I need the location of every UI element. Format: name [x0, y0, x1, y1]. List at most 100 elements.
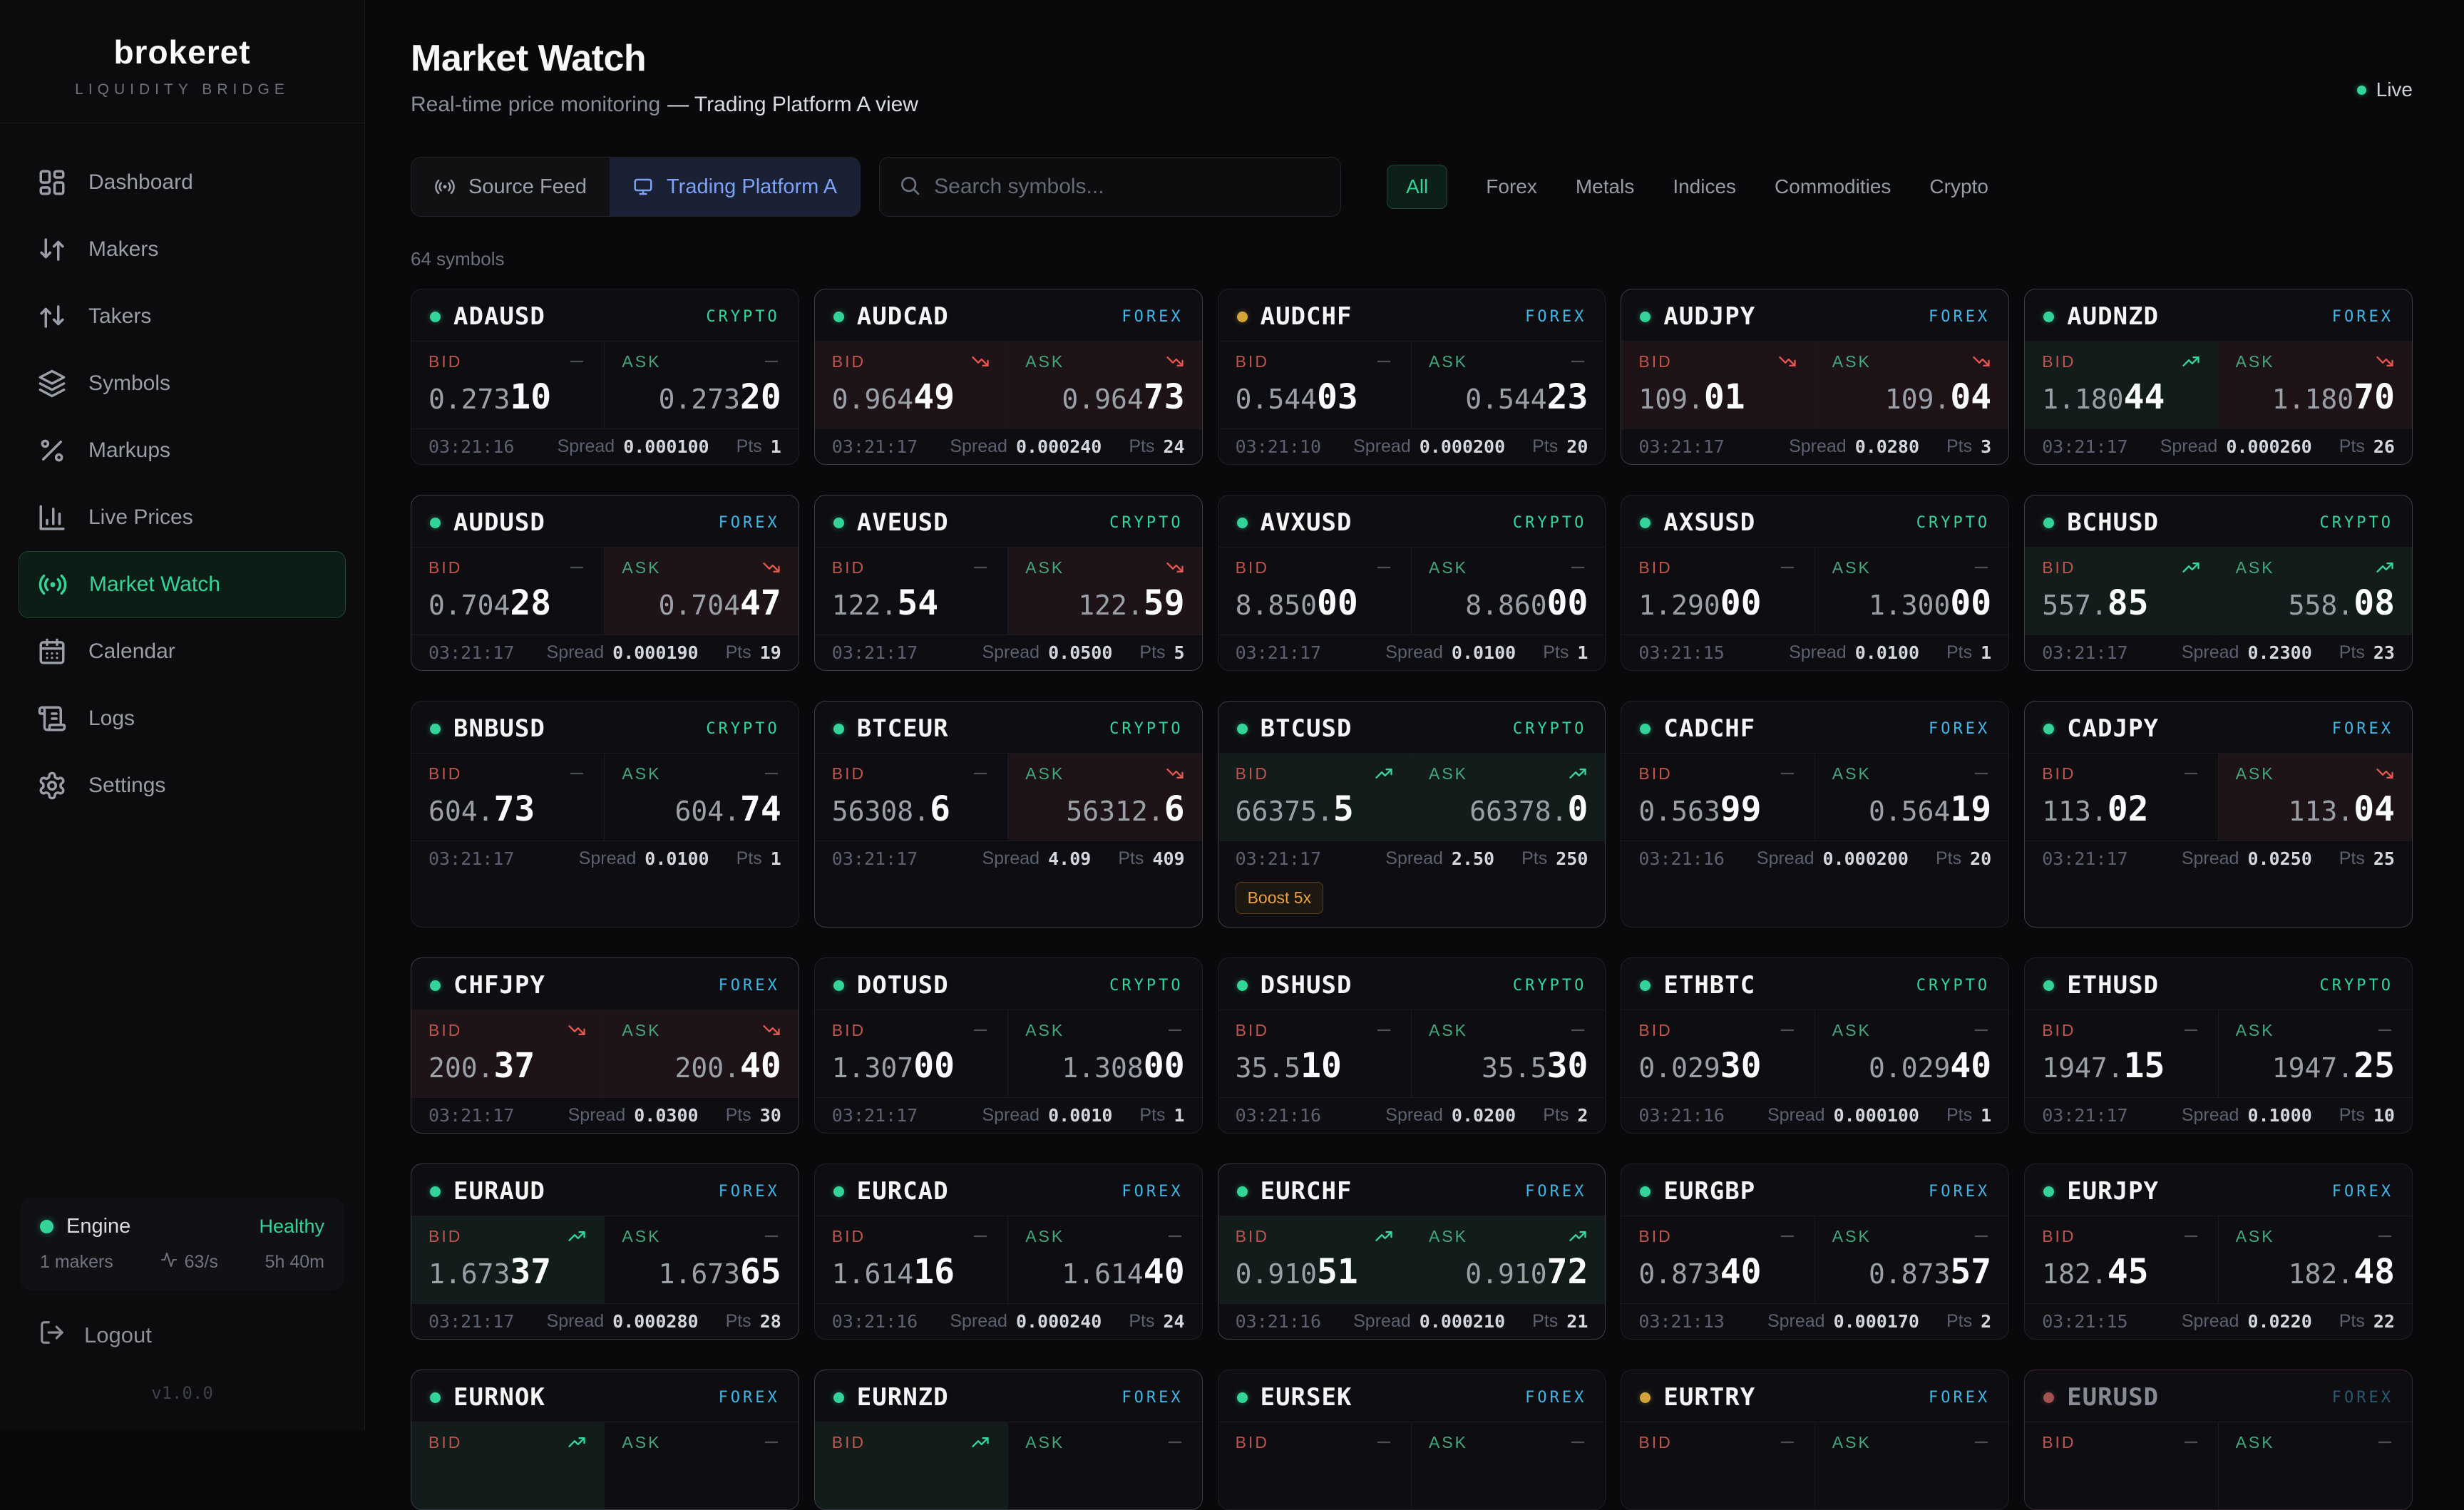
symbol-tile-BNBUSD[interactable]: BNBUSD CRYPTO BID 604.73 ASK 604.74 03:21:17 Sp…	[411, 701, 799, 928]
bid-cell[interactable]: BID 109.01	[1621, 341, 1815, 428]
bid-cell[interactable]: BID 1.61416	[815, 1216, 1009, 1303]
bid-cell[interactable]: BID 557.85	[2025, 548, 2219, 635]
ask-cell[interactable]: ASK	[1008, 1422, 1201, 1509]
symbol-tile-EURJPY[interactable]: EURJPY FOREX BID 182.45 ASK 182.48 03:21:15 Spr…	[2024, 1164, 2413, 1340]
filter-forex[interactable]: Forex	[1486, 175, 1537, 197]
bid-cell[interactable]: BID 1.29000	[1621, 548, 1815, 635]
ask-cell[interactable]: ASK 8.86000	[1412, 548, 1605, 635]
ask-cell[interactable]: ASK 56312.6	[1008, 754, 1202, 841]
ask-cell[interactable]: ASK 558.08	[2218, 548, 2412, 635]
symbol-tile-EURNZD[interactable]: EURNZD FOREX BID ASK	[813, 1370, 1203, 1510]
bid-cell[interactable]: BID 35.510	[1218, 1010, 1412, 1097]
ask-cell[interactable]: ASK	[1412, 1422, 1605, 1509]
ask-cell[interactable]: ASK 0.87357	[1815, 1216, 2008, 1303]
logout-button[interactable]: Logout	[38, 1319, 344, 1352]
ask-cell[interactable]: ASK 113.04	[2218, 754, 2412, 841]
bid-cell[interactable]: BID 0.56399	[1621, 754, 1815, 841]
bid-cell[interactable]: BID 1.67337	[411, 1216, 605, 1303]
sidebar-item-dashboard[interactable]: Dashboard	[19, 149, 346, 216]
symbol-tile-AUDJPY[interactable]: AUDJPY FOREX BID 109.01 ASK 109.04 03:21:17 Spr…	[1621, 289, 2010, 465]
filter-metals[interactable]: Metals	[1575, 175, 1635, 197]
ask-cell[interactable]: ASK 0.56419	[1815, 754, 2008, 841]
symbol-tile-AUDCHF[interactable]: AUDCHF FOREX BID 0.54403 ASK 0.54423 03:21:10 S…	[1217, 289, 1606, 465]
bid-cell[interactable]: BID 1.30700	[815, 1010, 1009, 1097]
symbol-tile-ETHUSD[interactable]: ETHUSD CRYPTO BID 1947.15 ASK 1947.25 03:21:17…	[2024, 957, 2413, 1134]
bid-cell[interactable]: BID 66375.5	[1218, 754, 1412, 841]
symbol-tile-ADAUSD[interactable]: ADAUSD CRYPTO BID 0.27310 ASK 0.27320 03:21:16…	[411, 289, 799, 465]
bid-cell[interactable]: BID	[1218, 1422, 1412, 1509]
ask-cell[interactable]: ASK 0.96473	[1008, 341, 1202, 428]
bid-cell[interactable]: BID	[1621, 1422, 1815, 1509]
search-input[interactable]	[934, 175, 1323, 199]
ask-cell[interactable]: ASK	[2219, 1422, 2412, 1509]
bid-cell[interactable]: BID 182.45	[2025, 1216, 2219, 1303]
symbol-tile-BTCUSD[interactable]: BTCUSD CRYPTO BID 66375.5 ASK 66378.0 03:21:17…	[1217, 701, 1606, 928]
symbol-tile-AVXUSD[interactable]: AVXUSD CRYPTO BID 8.85000 ASK 8.86000 03:21:17…	[1217, 495, 1606, 671]
symbol-tile-AXSUSD[interactable]: AXSUSD CRYPTO BID 1.29000 ASK 1.30000 03:21:15…	[1621, 495, 2010, 671]
bid-cell[interactable]: BID 0.91051	[1218, 1216, 1412, 1303]
symbol-tile-ETHBTC[interactable]: ETHBTC CRYPTO BID 0.02930 ASK 0.02940 03:21:16…	[1621, 957, 2010, 1134]
symbol-tile-EURGBP[interactable]: EURGBP FOREX BID 0.87340 ASK 0.87357 03:21:13 S…	[1621, 1164, 2010, 1340]
bid-cell[interactable]: BID 0.87340	[1621, 1216, 1815, 1303]
bid-cell[interactable]: BID	[411, 1422, 605, 1509]
sidebar-item-logs[interactable]: Logs	[19, 685, 346, 752]
bid-cell[interactable]: BID 1947.15	[2025, 1010, 2219, 1097]
symbol-tile-EURCHF[interactable]: EURCHF FOREX BID 0.91051 ASK 0.91072 03:21:16 S…	[1217, 1164, 1606, 1340]
bid-cell[interactable]: BID 0.27310	[411, 341, 605, 428]
symbol-tile-AUDNZD[interactable]: AUDNZD FOREX BID 1.18044 ASK 1.18070 03:21:17 S…	[2024, 289, 2413, 465]
ask-cell[interactable]: ASK	[605, 1422, 798, 1509]
filter-all[interactable]: All	[1387, 165, 1448, 209]
bid-cell[interactable]: BID	[814, 1422, 1009, 1509]
filter-commodities[interactable]: Commodities	[1775, 175, 1891, 197]
symbol-tile-DSHUSD[interactable]: DSHUSD CRYPTO BID 35.510 ASK 35.530 03:21:16 Sp…	[1217, 957, 1606, 1134]
ask-cell[interactable]: ASK 0.54423	[1412, 341, 1605, 428]
symbol-tile-EURSEK[interactable]: EURSEK FOREX BID ASK	[1217, 1370, 1606, 1510]
symbol-tile-EURAUD[interactable]: EURAUD FOREX BID 1.67337 ASK 1.67365 03:21:17 S…	[411, 1164, 799, 1340]
ask-cell[interactable]: ASK 0.27320	[605, 341, 798, 428]
ask-cell[interactable]: ASK 1.30800	[1008, 1010, 1201, 1097]
filter-crypto[interactable]: Crypto	[1929, 175, 1988, 197]
sidebar-item-makers[interactable]: Makers	[19, 216, 346, 283]
bid-cell[interactable]: BID 0.54403	[1218, 341, 1412, 428]
ask-cell[interactable]: ASK 66378.0	[1411, 754, 1606, 841]
symbol-tile-BTCEUR[interactable]: BTCEUR CRYPTO BID 56308.6 ASK 56312.6 03:21:17…	[813, 701, 1203, 928]
bid-cell[interactable]: BID 0.02930	[1621, 1010, 1815, 1097]
ask-cell[interactable]: ASK 1.18070	[2218, 341, 2412, 428]
sidebar-item-market-watch[interactable]: Market Watch	[19, 551, 346, 618]
sidebar-item-symbols[interactable]: Symbols	[19, 350, 346, 417]
ask-cell[interactable]: ASK	[1815, 1422, 2008, 1509]
symbol-tile-DOTUSD[interactable]: DOTUSD CRYPTO BID 1.30700 ASK 1.30800 03:21:17…	[813, 957, 1203, 1134]
view-toggle-source-feed[interactable]: Source Feed	[411, 158, 610, 216]
sidebar-item-live-prices[interactable]: Live Prices	[19, 484, 346, 551]
view-toggle-trading-platform-a[interactable]: Trading Platform A	[610, 158, 861, 216]
bid-cell[interactable]: BID 8.85000	[1218, 548, 1412, 635]
symbol-tile-CADJPY[interactable]: CADJPY FOREX BID 113.02 ASK 113.04 03:21:17 Spr…	[2024, 701, 2413, 928]
ask-cell[interactable]: ASK 182.48	[2219, 1216, 2412, 1303]
symbol-tile-AUDUSD[interactable]: AUDUSD FOREX BID 0.70428 ASK 0.70447 03:21:17 S…	[411, 495, 799, 671]
ask-cell[interactable]: ASK 0.70447	[605, 548, 799, 635]
sidebar-item-settings[interactable]: Settings	[19, 752, 346, 819]
ask-cell[interactable]: ASK 1.61440	[1008, 1216, 1201, 1303]
ask-cell[interactable]: ASK 109.04	[1814, 341, 2009, 428]
symbol-tile-CHFJPY[interactable]: CHFJPY FOREX BID 200.37 ASK 200.40 03:21:17 Spr…	[411, 957, 799, 1134]
ask-cell[interactable]: ASK 0.91072	[1411, 1216, 1606, 1303]
symbol-tile-EURTRY[interactable]: EURTRY FOREX BID ASK	[1621, 1370, 2010, 1510]
bid-cell[interactable]: BID 113.02	[2025, 754, 2219, 841]
symbol-tile-EURCAD[interactable]: EURCAD FOREX BID 1.61416 ASK 1.61440 03:21:16 S…	[813, 1164, 1203, 1340]
bid-cell[interactable]: BID 0.96449	[814, 341, 1009, 428]
ask-cell[interactable]: ASK 1947.25	[2219, 1010, 2412, 1097]
bid-cell[interactable]: BID 604.73	[411, 754, 605, 841]
symbol-tile-EURUSD[interactable]: EURUSD FOREX BID ASK	[2024, 1370, 2413, 1510]
symbol-tile-EURNOK[interactable]: EURNOK FOREX BID ASK	[411, 1370, 799, 1510]
ask-cell[interactable]: ASK 604.74	[605, 754, 798, 841]
bid-cell[interactable]: BID 56308.6	[815, 754, 1009, 841]
ask-cell[interactable]: ASK 35.530	[1412, 1010, 1605, 1097]
bid-cell[interactable]: BID 1.18044	[2025, 341, 2219, 428]
sidebar-item-calendar[interactable]: Calendar	[19, 618, 346, 685]
ask-cell[interactable]: ASK 1.67365	[605, 1216, 798, 1303]
ask-cell[interactable]: ASK 1.30000	[1815, 548, 2008, 635]
symbol-tile-BCHUSD[interactable]: BCHUSD CRYPTO BID 557.85 ASK 558.08 03:21:17 Sp…	[2024, 495, 2413, 671]
ask-cell[interactable]: ASK 0.02940	[1815, 1010, 2008, 1097]
symbol-tile-AUDCAD[interactable]: AUDCAD FOREX BID 0.96449 ASK 0.96473 03:21:17 S…	[813, 289, 1203, 465]
symbol-tile-AVEUSD[interactable]: AVEUSD CRYPTO BID 122.54 ASK 122.59 03:21:17 Sp…	[813, 495, 1203, 671]
